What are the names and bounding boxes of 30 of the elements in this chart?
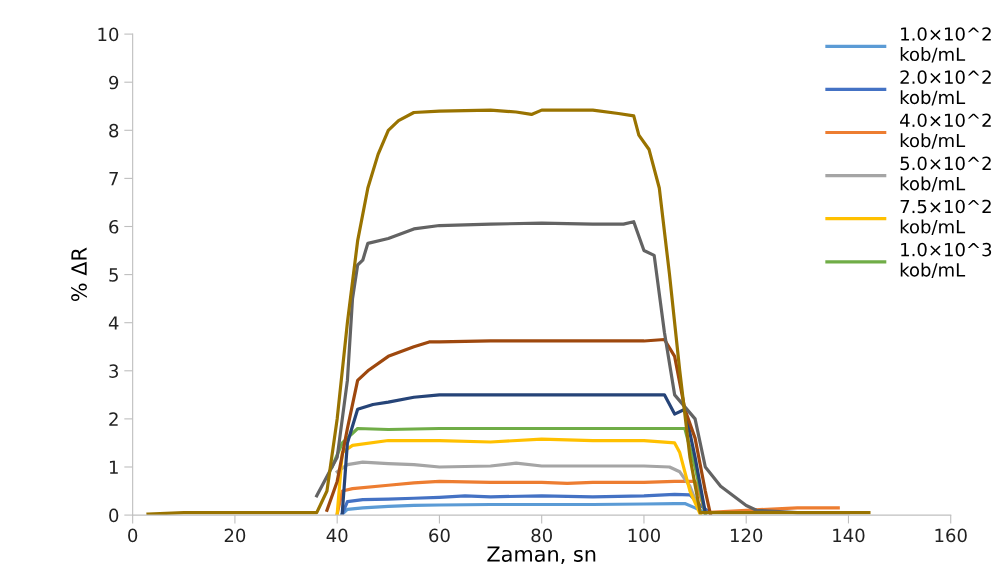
line-series bbox=[340, 393, 707, 515]
x-tick-label: 160 bbox=[935, 528, 967, 543]
legend-label: 4.0×10^2 kob/mL bbox=[900, 113, 991, 149]
legend-label: 1.0×10^2 kob/mL bbox=[900, 27, 991, 63]
line-series bbox=[146, 108, 871, 516]
y-tick-label: 10 bbox=[98, 27, 119, 42]
y-tick-label: 2 bbox=[109, 412, 118, 426]
y-tick-label: 7 bbox=[109, 172, 118, 186]
x-tick-label: 140 bbox=[833, 528, 865, 543]
legend-label: 7.5×10^2 kob/mL bbox=[900, 199, 991, 235]
x-axis-title: Zaman, sn bbox=[487, 546, 596, 565]
y-axis-title: % ΔR bbox=[71, 247, 87, 302]
x-tick-label: 20 bbox=[224, 528, 246, 543]
x-tick-label: 80 bbox=[531, 528, 552, 543]
y-tick-label: 0 bbox=[109, 508, 119, 523]
y-tick-label: 6 bbox=[109, 219, 119, 234]
legend-label: 5.0×10^2 kob/mL bbox=[900, 156, 991, 192]
x-tick-label: 0 bbox=[128, 528, 138, 543]
y-tick-label: 4 bbox=[108, 316, 119, 330]
legend-label: 1.0×10^3 kob/mL bbox=[900, 242, 992, 279]
y-tick-label: 9 bbox=[109, 75, 119, 90]
y-tick-label: 8 bbox=[109, 123, 119, 138]
x-tick-label: 120 bbox=[730, 528, 763, 543]
legend-label: 2.0×10^2 kob/mL bbox=[900, 70, 991, 106]
y-tick-label: 3 bbox=[109, 364, 119, 378]
x-tick-label: 100 bbox=[628, 528, 660, 543]
x-tick-label: 60 bbox=[429, 528, 450, 543]
x-tick-label: 40 bbox=[326, 528, 348, 543]
y-tick-label: 5 bbox=[109, 268, 118, 282]
y-tick-label: 1 bbox=[109, 460, 118, 474]
